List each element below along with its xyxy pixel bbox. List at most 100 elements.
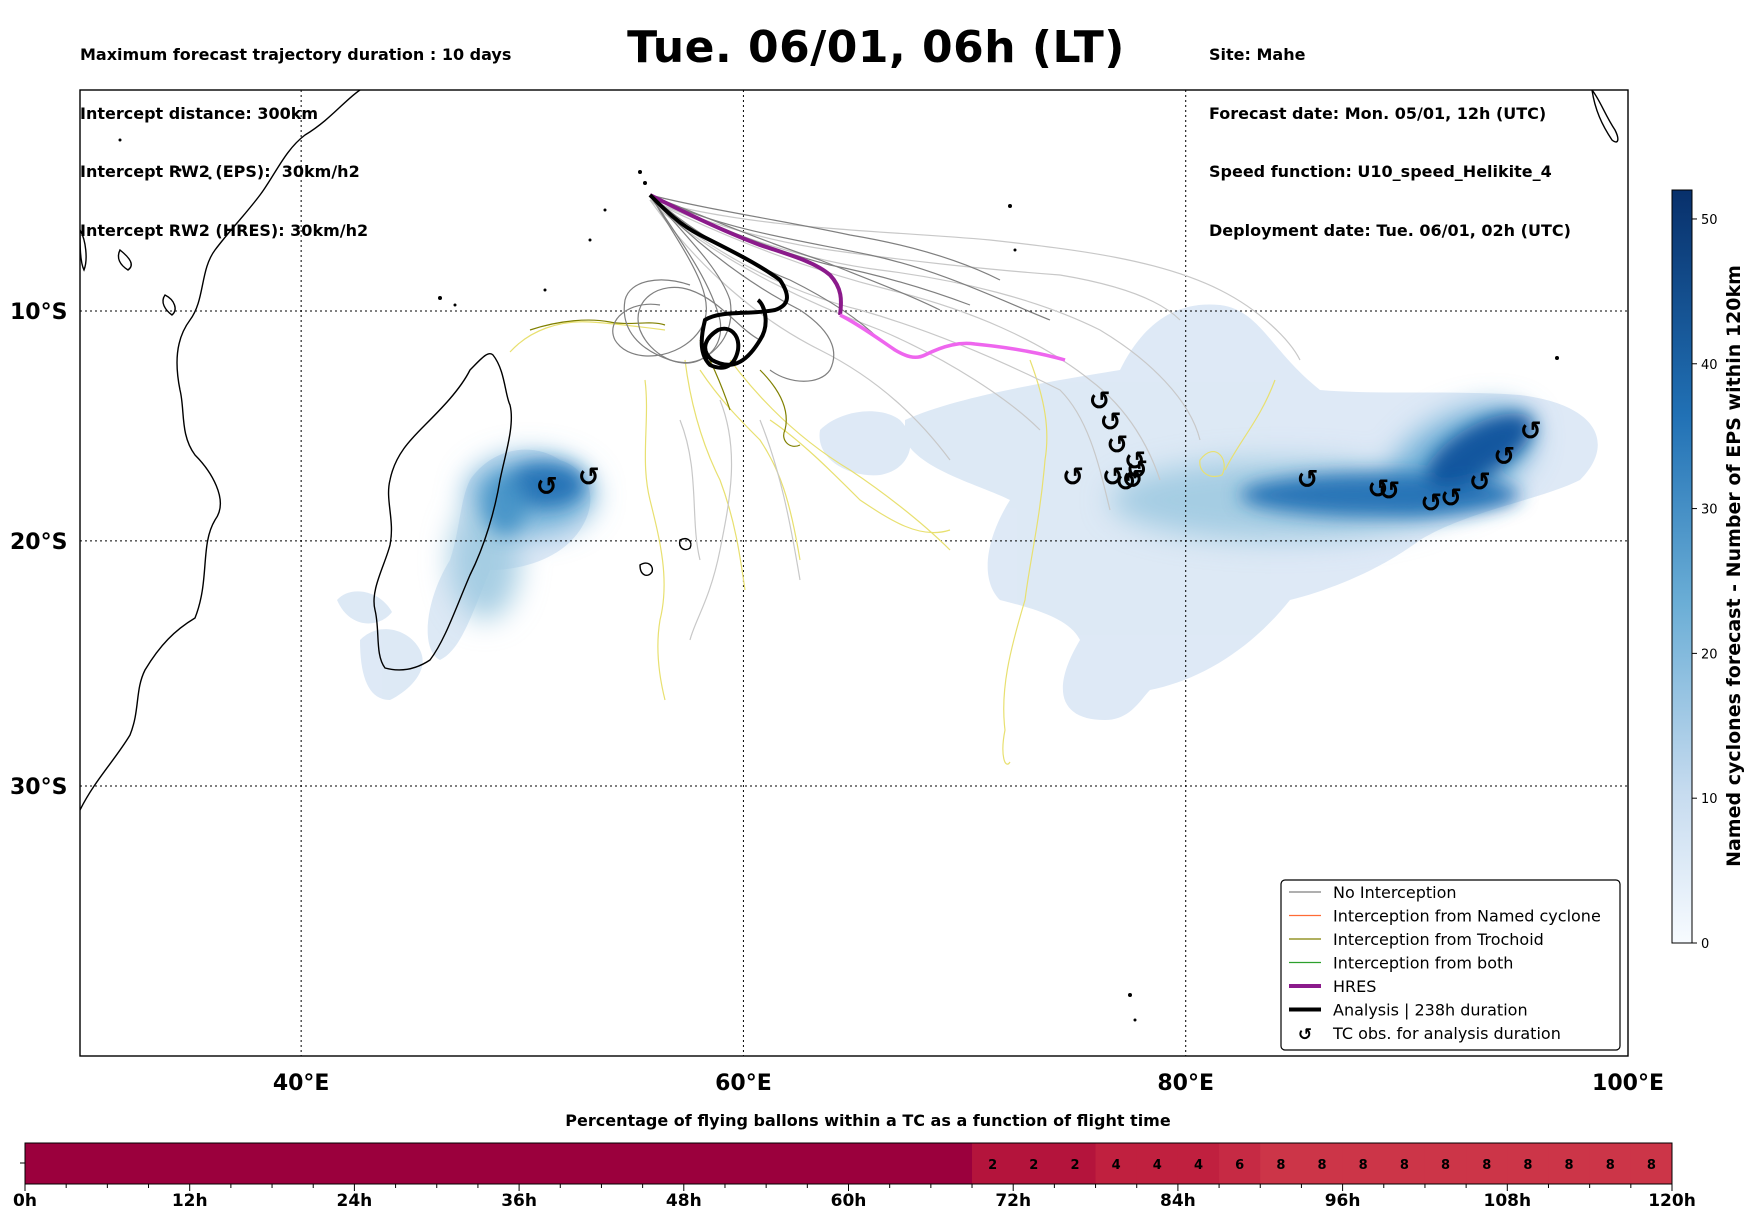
flight-time-cell xyxy=(1589,1143,1632,1184)
flight-time-tick-label: 48h xyxy=(666,1191,702,1211)
flight-time-cell xyxy=(1630,1143,1673,1184)
colorbar-tick-label: 20 xyxy=(1701,647,1718,662)
tc-obs-marker: ↺ xyxy=(1296,465,1318,495)
tc-obs-marker: ↺ xyxy=(1520,416,1542,446)
africa-coast xyxy=(80,90,361,811)
legend-label: Analysis | 238h duration xyxy=(1333,1001,1528,1020)
lat-label-30: 30°S xyxy=(10,775,67,800)
flight-time-cell-label: 2 xyxy=(1029,1158,1038,1173)
legend-label: TC obs. for analysis duration xyxy=(1332,1024,1561,1043)
tc-obs-marker: ↺ xyxy=(1367,474,1389,504)
flight-time-tick-label: 60h xyxy=(831,1191,867,1211)
tc-obs-marker: ↺ xyxy=(1102,463,1124,493)
flight-time-tick-label: 0h xyxy=(13,1191,37,1211)
site-info: Site: Mahe Forecast date: Mon. 05/01, 12… xyxy=(1209,6,1571,260)
flight-time-axis: 0h 12h 24h 36h 48h 60h 72h 84h 96h 108h 120h xyxy=(13,1184,1696,1211)
flight-time-cell-label: 8 xyxy=(1276,1158,1285,1173)
legend-label: No Interception xyxy=(1333,883,1457,902)
lon-label-100: 100°E xyxy=(1592,1071,1664,1096)
eps-density-core xyxy=(483,413,1534,535)
tc-obs-marker: ↺ xyxy=(578,463,600,493)
flight-time-tick-label: 36h xyxy=(501,1191,537,1211)
max-duration-text: Maximum forecast trajectory duration : 1… xyxy=(80,45,512,64)
tc-obs-marker: ↺ xyxy=(1115,467,1137,497)
flight-time-cell-label: 4 xyxy=(1194,1158,1203,1173)
colorbar-tick-label: 10 xyxy=(1701,792,1718,807)
trajectories xyxy=(509,193,1301,765)
tc-obs-marker: ↺ xyxy=(1493,442,1515,472)
lon-label-40: 40°E xyxy=(273,1071,330,1096)
graticule xyxy=(80,90,1628,1056)
flight-time-cell xyxy=(972,1143,1014,1184)
flight-time-cell-label: 8 xyxy=(1441,1158,1450,1173)
legend-label: Interception from Named cyclone xyxy=(1333,907,1601,926)
flight-time-cell xyxy=(1136,1143,1179,1184)
lon-label-60: 60°E xyxy=(715,1071,772,1096)
tc-obs-marker: ↺ xyxy=(1106,430,1128,460)
small-islands xyxy=(118,138,1559,1022)
map-legend: No Interception Interception from Named c… xyxy=(1280,879,1621,1051)
flight-time-cell-label: 8 xyxy=(1647,1158,1656,1173)
density-colorbar: 0 10 20 30 40 50 Named cyclones forecast - Nu… xyxy=(1671,189,1745,952)
map-frame xyxy=(79,89,1629,1057)
forecast-date-text: Forecast date: Mon. 05/01, 12h (UTC) xyxy=(1209,103,1547,123)
flight-time-cell-label: 4 xyxy=(1112,1158,1121,1173)
hres-track-late xyxy=(839,313,1066,362)
flight-time-cell xyxy=(1177,1143,1220,1184)
flight-time-cell xyxy=(1466,1143,1508,1184)
colorbar-ticks: 0 10 20 30 40 50 xyxy=(1692,213,1718,952)
tc-obs-marker: ↺ xyxy=(536,472,558,502)
colorbar-tick-label: 40 xyxy=(1701,358,1718,373)
madagascar-coast xyxy=(373,353,513,671)
tc-obs-marker: ↺ xyxy=(1378,477,1400,507)
flight-time-tick-label: 108h xyxy=(1484,1191,1532,1211)
analysis-track xyxy=(648,193,789,370)
flight-time-cell-label: 4 xyxy=(1153,1158,1162,1173)
tc-obs-marker: ↺ xyxy=(1100,407,1122,437)
lat-label-20: 20°S xyxy=(10,530,67,555)
tc-obs-marker: ↺ xyxy=(1089,387,1111,417)
flight-time-tick-label: 84h xyxy=(1160,1191,1196,1211)
flight-time-cell-label: 8 xyxy=(1400,1158,1409,1173)
flight-time-tick-label: 96h xyxy=(1325,1191,1361,1211)
flight-time-title: Percentage of flying ballons within a TC… xyxy=(565,1111,1171,1130)
tc-obs-marker: ↺ xyxy=(1469,467,1491,497)
intercept-hres-text: Intercept RW2 (HRES): 30km/h2 xyxy=(80,220,369,240)
flight-time-cell xyxy=(1548,1143,1591,1184)
tc-obs-marker: ↺ xyxy=(1126,456,1148,486)
light-gray-tracks xyxy=(649,199,1301,641)
flight-time-cell xyxy=(25,1143,973,1184)
tc-observations: ↺ ↺ ↺↺↺↺↺↺↺↺↺ ↺ ↺↺ ↺↺↺↺↺ xyxy=(536,387,1542,519)
mauritius xyxy=(639,562,654,577)
legend-box xyxy=(1280,879,1621,1051)
tc-obs-marker: ↺ xyxy=(1122,465,1144,495)
legend-symbol-tc: ↺ xyxy=(1298,1025,1312,1045)
legend-label: Interception from both xyxy=(1333,954,1513,973)
flight-time-cell-label: 2 xyxy=(1070,1158,1079,1173)
flight-time-cell xyxy=(1383,1143,1426,1184)
forecast-settings: Maximum forecast trajectory duration : 1… xyxy=(80,6,511,260)
flight-time-cell xyxy=(1301,1143,1344,1184)
colorbar-tick-label: 50 xyxy=(1701,213,1718,228)
legend-items: No Interception Interception from Named c… xyxy=(1289,883,1601,1045)
site-text: Site: Mahe xyxy=(1209,45,1306,64)
tc-obs-marker: ↺ xyxy=(1124,446,1146,476)
legend-label: HRES xyxy=(1333,977,1376,996)
map-area: ↺ ↺ ↺↺↺↺↺↺↺↺↺ ↺ ↺↺ ↺↺↺↺↺ No InterceptionInter… xyxy=(80,90,1628,1056)
flight-time-tick-label: 24h xyxy=(337,1191,373,1211)
map-title: Tue. 06/01, 06h (LT) xyxy=(627,22,1125,73)
flight-time-cell-label: 8 xyxy=(1565,1158,1574,1173)
flight-time-chart: Percentage of flying ballons within a TC… xyxy=(13,1111,1696,1211)
flight-time-tick-label: 120h xyxy=(1648,1191,1696,1211)
tc-obs-marker: ↺ xyxy=(1420,488,1442,518)
reunion xyxy=(678,538,692,551)
tc-obs-marker: ↺ xyxy=(1062,463,1084,493)
yellow-tracks xyxy=(509,321,1276,765)
hres-track xyxy=(649,193,843,316)
flight-time-cell xyxy=(1260,1143,1302,1184)
flight-time-tick-label: 72h xyxy=(995,1191,1031,1211)
legend-label: Interception from Trochoid xyxy=(1333,930,1544,949)
colorbar-label: Named cyclones forecast - Number of EPS … xyxy=(1723,265,1745,867)
tc-obs-marker: ↺ xyxy=(1440,484,1462,514)
colorbar-tick-label: 0 xyxy=(1701,937,1709,952)
